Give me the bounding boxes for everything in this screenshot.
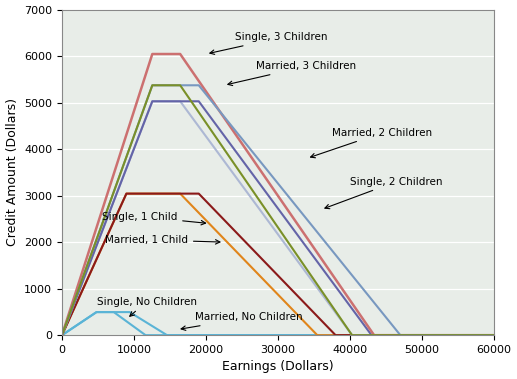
Text: Married, 1 Child: Married, 1 Child — [105, 235, 220, 245]
Text: Single, No Children: Single, No Children — [97, 297, 196, 316]
Text: Married, No Children: Married, No Children — [181, 313, 303, 330]
Text: Single, 1 Child: Single, 1 Child — [102, 211, 206, 225]
Y-axis label: Credit Amount (Dollars): Credit Amount (Dollars) — [6, 99, 19, 246]
X-axis label: Earnings (Dollars): Earnings (Dollars) — [222, 360, 334, 373]
Text: Married, 2 Children: Married, 2 Children — [311, 128, 432, 158]
Text: Single, 3 Children: Single, 3 Children — [210, 33, 327, 54]
Text: Married, 3 Children: Married, 3 Children — [228, 61, 357, 86]
Text: Single, 2 Children: Single, 2 Children — [325, 177, 443, 209]
